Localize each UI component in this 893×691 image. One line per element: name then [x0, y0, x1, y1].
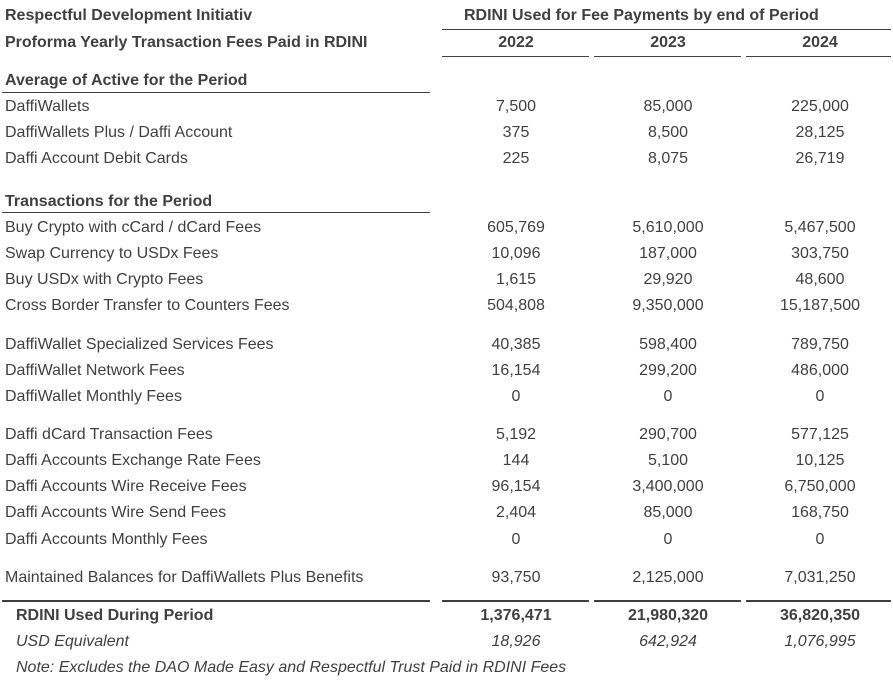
year-header-2024: 2024	[802, 34, 838, 51]
year-header-2022: 2022	[498, 34, 534, 51]
cell-2023: 8,075	[647, 150, 689, 167]
totals-rule	[442, 600, 589, 602]
row-label: Daffi Accounts Monthly Fees	[5, 531, 208, 548]
column-group-title: RDINI Used for Fee Payments by end of Pe…	[464, 7, 819, 24]
row-label: Cross Border Transfer to Counters Fees	[5, 297, 290, 314]
totals-rule	[746, 600, 891, 602]
row-label: Daffi dCard Transaction Fees	[5, 426, 213, 443]
cell-2024: 789,750	[791, 336, 849, 353]
row-label: DaffiWallet Monthly Fees	[5, 388, 182, 405]
section-heading-average: Average of Active for the Period	[5, 72, 248, 89]
cell-2022: 5,192	[495, 426, 537, 443]
cell-2023: 8,500	[647, 124, 689, 141]
cell-2022: 7,500	[495, 98, 537, 115]
usd-label: USD Equivalent	[16, 633, 129, 650]
cell-2024: 26,719	[795, 150, 845, 167]
cell-2024: 577,125	[791, 426, 849, 443]
cell-2024: 0	[815, 388, 825, 405]
section-heading-underline	[2, 212, 430, 213]
cell-2023: 85,000	[643, 504, 693, 521]
cell-2022: 375	[502, 124, 530, 141]
cell-2022: 504,808	[487, 297, 545, 314]
cell-2022: 144	[502, 452, 530, 469]
cell-2022: 2,404	[495, 504, 537, 521]
cell-2023: 5,100	[647, 452, 689, 469]
row-label: Daffi Accounts Wire Receive Fees	[5, 478, 247, 495]
cell-2024: 0	[815, 531, 825, 548]
row-label: DaffiWallets Plus / Daffi Account	[5, 124, 233, 141]
cell-2023: 5,610,000	[632, 219, 704, 236]
row-label: Daffi Accounts Exchange Rate Fees	[5, 452, 261, 469]
footnote: Note: Excludes the DAO Made Easy and Res…	[16, 659, 567, 676]
row-label: Buy Crypto with cCard / dCard Fees	[5, 219, 262, 236]
usd-2024: 1,076,995	[784, 633, 856, 650]
total-2024: 36,820,350	[779, 607, 861, 624]
cell-2024: 303,750	[791, 245, 849, 262]
year-header-2023: 2023	[650, 34, 686, 51]
row-label: Swap Currency to USDx Fees	[5, 245, 219, 262]
cell-2023: 187,000	[639, 245, 697, 262]
cell-2022: 605,769	[487, 219, 545, 236]
cell-2022: 225	[502, 150, 530, 167]
row-label: Daffi Account Debit Cards	[5, 150, 188, 167]
row-label: Daffi Accounts Wire Send Fees	[5, 504, 227, 521]
row-label: Buy USDx with Crypto Fees	[5, 271, 204, 288]
cell-2024: 28,125	[795, 124, 845, 141]
row-label: DaffiWallet Network Fees	[5, 362, 185, 379]
cell-2022: 16,154	[491, 362, 541, 379]
row-label: DaffiWallet Specialized Services Fees	[5, 336, 274, 353]
table-subtitle: Proforma Yearly Transaction Fees Paid in…	[5, 34, 368, 51]
usd-2023: 642,924	[639, 633, 697, 650]
cell-2024: 5,467,500	[784, 219, 856, 236]
cell-2024: 168,750	[791, 504, 849, 521]
cell-2024: 48,600	[795, 271, 845, 288]
cell-2024: 10,125	[795, 452, 845, 469]
cell-2023: 85,000	[643, 98, 693, 115]
cell-2024: 486,000	[791, 362, 849, 379]
usd-2022: 18,926	[491, 633, 541, 650]
cell-2022: 96,154	[491, 478, 541, 495]
cell-2023: 290,700	[639, 426, 697, 443]
group-title-underline	[442, 29, 891, 30]
cell-2023: 299,200	[639, 362, 697, 379]
cell-2022: 0	[511, 388, 521, 405]
totals-rule	[594, 600, 741, 602]
row-label: Maintained Balances for DaffiWallets Plu…	[5, 569, 364, 586]
totals-rule	[2, 600, 430, 602]
year-underline-2022	[442, 56, 589, 57]
cell-2024: 225,000	[791, 98, 849, 115]
table-title: Respectful Development Initiativ	[5, 7, 253, 24]
cell-2022: 10,096	[491, 245, 541, 262]
cell-2023: 0	[663, 388, 673, 405]
cell-2022: 40,385	[491, 336, 541, 353]
row-label: DaffiWallets	[5, 98, 90, 115]
cell-2024: 7,031,250	[784, 569, 856, 586]
cell-2023: 9,350,000	[632, 297, 704, 314]
section-heading-transactions: Transactions for the Period	[5, 193, 213, 210]
totals-label: RDINI Used During Period	[16, 607, 214, 624]
section-heading-underline	[2, 92, 430, 93]
cell-2022: 93,750	[491, 569, 541, 586]
total-2023: 21,980,320	[627, 607, 709, 624]
year-underline-2023	[594, 56, 741, 57]
year-underline-2024	[746, 56, 891, 57]
cell-2024: 15,187,500	[779, 297, 861, 314]
cell-2023: 0	[663, 531, 673, 548]
cell-2023: 2,125,000	[632, 569, 704, 586]
cell-2024: 6,750,000	[784, 478, 856, 495]
cell-2023: 3,400,000	[632, 478, 704, 495]
cell-2023: 598,400	[639, 336, 697, 353]
cell-2022: 1,615	[495, 271, 537, 288]
cell-2022: 0	[511, 531, 521, 548]
cell-2023: 29,920	[643, 271, 693, 288]
total-2022: 1,376,471	[480, 607, 552, 624]
